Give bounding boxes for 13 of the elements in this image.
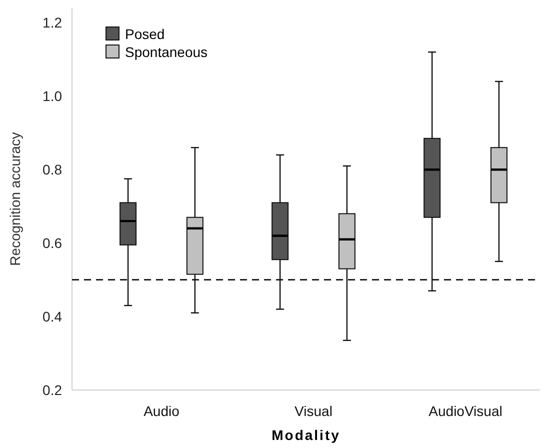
y-tick-label: 1.2 bbox=[42, 14, 62, 31]
x-tick-label: Audio bbox=[144, 403, 180, 419]
legend-label: Posed bbox=[125, 26, 165, 42]
y-tick-label: 1.0 bbox=[42, 88, 62, 104]
x-tick-label: Visual bbox=[294, 403, 332, 419]
x-axis-title: Modality bbox=[272, 427, 340, 443]
y-tick-label: 0.4 bbox=[42, 308, 62, 324]
y-tick-label: 0.8 bbox=[42, 162, 62, 178]
legend-label: Spontaneous bbox=[125, 44, 208, 60]
x-tick-label: AudioVisual bbox=[428, 403, 502, 419]
y-axis-title: Recognition accuracy bbox=[7, 132, 23, 266]
y-tick-label: 0.2 bbox=[42, 382, 62, 398]
y-tick-label: 0.6 bbox=[42, 234, 62, 251]
